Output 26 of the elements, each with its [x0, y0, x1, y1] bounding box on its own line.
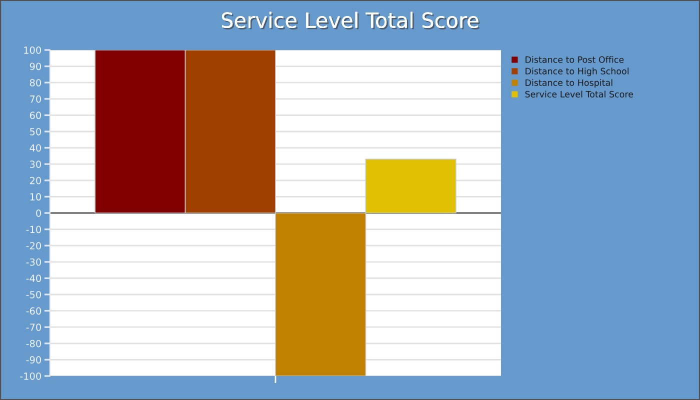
y-tick-label: 40: [30, 144, 41, 152]
y-tick-label: -60: [26, 307, 41, 315]
y-tick-label: 60: [30, 112, 41, 120]
legend-label: Service Level Total Score: [525, 90, 633, 98]
chart-title: Service Level Total Score: [222, 12, 480, 30]
y-tick-label: 80: [30, 79, 41, 86]
y-tick-label: 30: [30, 160, 41, 168]
y-tick-label: -30: [26, 258, 41, 266]
y-tick-label: 20: [30, 176, 41, 184]
y-tick-label: -50: [26, 290, 41, 298]
y-tick-label: 10: [30, 193, 41, 201]
y-tick-label: 70: [30, 95, 41, 103]
legend-label: Distance to Hospital: [526, 79, 612, 88]
legend-label: Distance to Post Office: [526, 56, 624, 63]
y-tick-label: -10: [26, 226, 41, 234]
y-tick-label: -100: [20, 372, 41, 380]
y-tick-label: -20: [26, 242, 41, 250]
y-tick-label: -80: [26, 340, 41, 348]
y-tick-label: -90: [26, 356, 41, 364]
y-tick-label: 90: [30, 62, 41, 70]
y-tick-label: 100: [24, 46, 41, 54]
legend-label: Distance to High School: [526, 68, 628, 76]
y-tick-label: -40: [26, 274, 41, 282]
y-tick-label: -70: [26, 324, 41, 331]
y-tick-label: 50: [30, 128, 41, 136]
y-tick-label: 0: [36, 209, 41, 217]
